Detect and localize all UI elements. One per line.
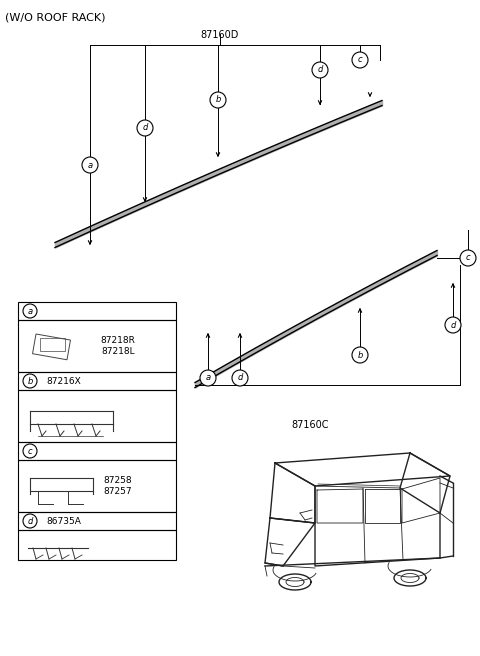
Text: 87216X: 87216X bbox=[46, 377, 81, 386]
Circle shape bbox=[210, 92, 226, 108]
Bar bbox=[18, 320, 176, 372]
Circle shape bbox=[352, 347, 368, 363]
Circle shape bbox=[312, 62, 328, 78]
Circle shape bbox=[137, 120, 153, 136]
Text: d: d bbox=[142, 123, 148, 133]
Text: 87258
87257: 87258 87257 bbox=[104, 476, 132, 496]
Text: a: a bbox=[27, 306, 33, 316]
Circle shape bbox=[82, 157, 98, 173]
Circle shape bbox=[23, 514, 37, 528]
Text: c: c bbox=[466, 253, 470, 262]
Bar bbox=[33, 334, 71, 359]
Circle shape bbox=[460, 250, 476, 266]
Text: a: a bbox=[205, 373, 211, 382]
Bar bbox=[18, 442, 176, 460]
Text: 87160D: 87160D bbox=[201, 30, 239, 40]
Text: d: d bbox=[27, 516, 33, 525]
Bar bbox=[40, 338, 65, 351]
Text: d: d bbox=[237, 373, 243, 382]
Text: 87160C: 87160C bbox=[291, 420, 329, 430]
Circle shape bbox=[200, 370, 216, 386]
Text: (W/O ROOF RACK): (W/O ROOF RACK) bbox=[5, 12, 106, 22]
Circle shape bbox=[232, 370, 248, 386]
Circle shape bbox=[23, 374, 37, 388]
Bar bbox=[18, 302, 176, 320]
Circle shape bbox=[352, 52, 368, 68]
Text: c: c bbox=[358, 56, 362, 64]
Bar bbox=[18, 390, 176, 442]
Text: b: b bbox=[357, 350, 363, 359]
Text: d: d bbox=[317, 66, 323, 75]
Text: 87218R
87218L: 87218R 87218L bbox=[101, 337, 135, 356]
Text: c: c bbox=[28, 447, 32, 455]
Bar bbox=[18, 530, 176, 560]
Circle shape bbox=[23, 444, 37, 458]
Bar bbox=[18, 372, 176, 390]
Text: b: b bbox=[216, 96, 221, 104]
Text: 86735A: 86735A bbox=[46, 516, 81, 525]
Text: d: d bbox=[450, 321, 456, 329]
Circle shape bbox=[23, 304, 37, 318]
Text: b: b bbox=[27, 377, 33, 386]
Circle shape bbox=[445, 317, 461, 333]
Bar bbox=[18, 460, 176, 512]
Text: a: a bbox=[87, 161, 93, 169]
Bar bbox=[18, 512, 176, 530]
